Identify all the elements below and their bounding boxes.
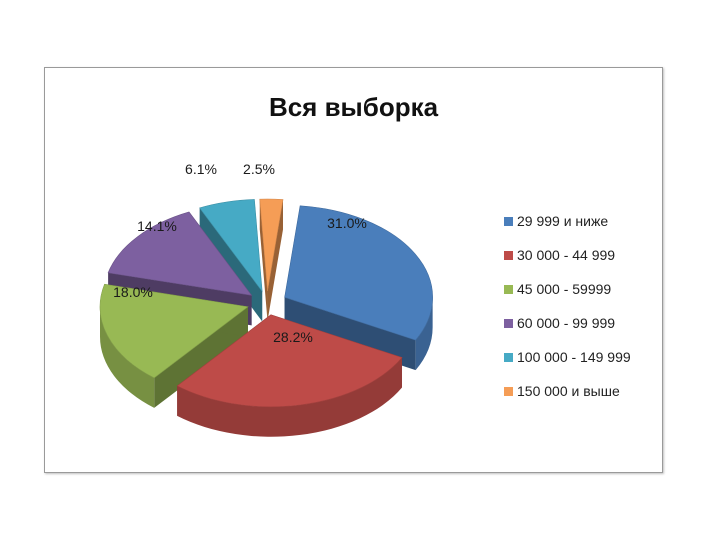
pie-slice-6 xyxy=(259,198,284,322)
legend-swatch-1 xyxy=(504,216,513,226)
legend-item-5: 100 000 - 149 999 xyxy=(504,340,631,374)
legend-label-6: 150 000 и выше xyxy=(517,383,620,399)
legend: 29 999 и ниже 30 000 - 44 999 45 000 - 599… xyxy=(504,204,631,408)
legend-label-2: 30 000 - 44 999 xyxy=(517,247,616,263)
pie-slice-3 xyxy=(99,283,249,408)
legend-item-3: 45 000 - 59999 xyxy=(504,272,631,306)
data-labels: 31.0% 28.2% 18.0% 14.1% 6.1% 2.5% xyxy=(113,161,367,345)
legend-item-4: 60 000 - 99 999 xyxy=(504,306,631,340)
data-label-2: 28.2% xyxy=(273,329,313,345)
data-label-3: 18.0% xyxy=(113,284,153,300)
pie-slices xyxy=(99,198,433,437)
legend-swatch-2 xyxy=(504,250,513,260)
legend-label-3: 45 000 - 59999 xyxy=(517,281,612,297)
legend-swatch-3 xyxy=(504,284,513,294)
legend-label-5: 100 000 - 149 999 xyxy=(517,349,631,365)
legend-item-6: 150 000 и выше xyxy=(504,374,631,408)
legend-swatch-5 xyxy=(504,352,513,362)
pie-slice-2 xyxy=(176,314,403,437)
legend-item-1: 29 999 и ниже xyxy=(504,204,631,238)
data-label-5: 6.1% xyxy=(185,161,217,177)
legend-item-2: 30 000 - 44 999 xyxy=(504,238,631,272)
legend-swatch-6 xyxy=(504,386,513,396)
legend-label-1: 29 999 и ниже xyxy=(517,213,609,229)
chart-frame: 31.0% 28.2% 18.0% 14.1% 6.1% 2.5% Вся выборка… xyxy=(44,67,663,473)
data-label-1: 31.0% xyxy=(327,215,367,231)
chart-title: Вся выборка xyxy=(268,92,439,122)
legend-swatch-4 xyxy=(504,318,513,328)
data-label-6: 2.5% xyxy=(243,161,275,177)
data-label-4: 14.1% xyxy=(137,218,177,234)
legend-label-4: 60 000 - 99 999 xyxy=(517,315,616,331)
pie-chart: 31.0% 28.2% 18.0% 14.1% 6.1% 2.5% xyxy=(99,161,433,437)
